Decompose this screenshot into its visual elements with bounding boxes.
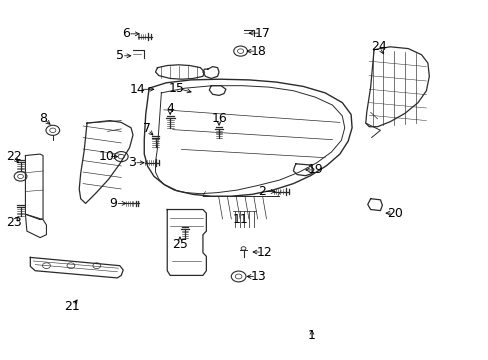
Text: 8: 8 — [39, 112, 47, 125]
Text: 16: 16 — [211, 112, 226, 125]
Text: 18: 18 — [250, 45, 265, 58]
Text: 19: 19 — [307, 163, 323, 176]
Text: 10: 10 — [99, 150, 114, 163]
Text: 22: 22 — [6, 150, 21, 163]
Text: 17: 17 — [255, 27, 270, 40]
Text: 2: 2 — [257, 185, 265, 198]
Text: 3: 3 — [128, 156, 136, 169]
Text: 6: 6 — [122, 27, 130, 40]
Text: 13: 13 — [250, 270, 265, 283]
Text: 24: 24 — [370, 40, 386, 53]
Text: 1: 1 — [307, 329, 315, 342]
Text: 9: 9 — [109, 197, 117, 210]
Text: 20: 20 — [386, 207, 402, 220]
Text: 12: 12 — [256, 246, 271, 258]
Text: 7: 7 — [142, 122, 150, 135]
Text: 15: 15 — [169, 82, 184, 95]
Text: 4: 4 — [166, 102, 174, 114]
Text: 11: 11 — [232, 213, 248, 226]
Text: 5: 5 — [116, 49, 123, 62]
Text: 25: 25 — [172, 238, 187, 251]
Text: 21: 21 — [64, 300, 80, 313]
Text: 14: 14 — [130, 83, 145, 96]
Text: 23: 23 — [6, 216, 21, 229]
